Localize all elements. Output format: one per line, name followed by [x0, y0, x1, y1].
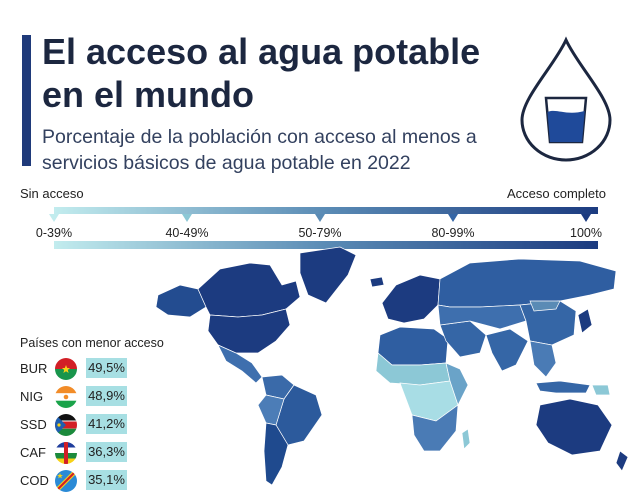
region-png: [591, 384, 611, 396]
legend-bin-label: 80-99%: [431, 226, 475, 240]
lowest-access-panel: [0, 330, 182, 493]
region-southern-cone: [263, 422, 289, 486]
legend-marker: [182, 214, 192, 222]
page-subtitle: Porcentaje de la población con acceso al…: [42, 126, 477, 174]
region-alaska: [155, 284, 207, 318]
region-north-africa: [377, 326, 449, 366]
access-value: 35,1%: [86, 470, 127, 490]
region-europe: [381, 274, 441, 324]
region-russia: [437, 258, 617, 308]
legend-bin-label: 50-79%: [298, 226, 342, 240]
legend-left-label: Sin acceso: [20, 186, 84, 201]
lowest-row-caf: CAF 36,3%: [20, 442, 180, 464]
region-south-asia: [485, 328, 529, 372]
region-japan-korea: [577, 308, 593, 334]
region-usa: [207, 308, 291, 354]
flag-congo-dr-icon: [55, 470, 77, 492]
country-code: CAF: [20, 445, 46, 460]
legend-bin-label: 100%: [570, 226, 602, 240]
title-accent-bar: [22, 35, 31, 166]
flag-south-sudan-icon: [55, 414, 77, 436]
access-value: 36,3%: [86, 442, 127, 462]
region-new-zealand: [615, 450, 629, 472]
page-title: El acceso al agua potable en el mundo: [42, 31, 481, 115]
flag-central-african-republic-icon: [55, 442, 77, 464]
region-southern-africa: [411, 404, 459, 452]
region-china: [519, 300, 577, 346]
flag-burkina-faso-icon: [55, 358, 77, 380]
legend-right-label: Acceso completo: [507, 186, 606, 201]
lowest-row-nig: NIG 48,9%: [20, 386, 180, 408]
country-code: NIG: [20, 389, 44, 404]
country-code: SSD: [20, 417, 47, 432]
legend-marker: [448, 214, 458, 222]
region-mongolia: [529, 300, 561, 312]
region-east-africa: [445, 362, 469, 406]
country-code: BUR: [20, 361, 48, 376]
lowest-row-bur: BUR 49,5%: [20, 358, 180, 380]
legend-bin-label: 0-39%: [35, 226, 73, 240]
water-drop-glass-icon: [520, 36, 612, 162]
lowest-row-cod: COD 35,1%: [20, 470, 180, 492]
legend-marker: [49, 214, 59, 222]
legend-marker: [581, 214, 591, 222]
world-map: [155, 246, 629, 486]
region-iceland: [369, 276, 385, 288]
region-canada: [197, 262, 301, 318]
lowest-row-ssd: SSD 41,2%: [20, 414, 180, 436]
region-madagascar: [461, 428, 471, 450]
access-value: 41,2%: [86, 414, 127, 434]
region-australia: [535, 398, 613, 456]
legend-bar-top: [54, 207, 598, 214]
region-central-asia: [437, 304, 527, 330]
region-indonesia: [535, 380, 591, 394]
country-code: COD: [20, 473, 49, 488]
legend-marker: [315, 214, 325, 222]
region-greenland: [299, 246, 357, 304]
access-value: 49,5%: [86, 358, 127, 378]
legend-bin-label: 40-49%: [165, 226, 209, 240]
region-southeast-asia: [529, 340, 557, 378]
lowest-access-title: Países con menor acceso: [20, 336, 164, 350]
flag-niger-icon: [55, 386, 77, 408]
access-value: 48,9%: [86, 386, 127, 406]
region-mexico-central: [217, 344, 263, 384]
